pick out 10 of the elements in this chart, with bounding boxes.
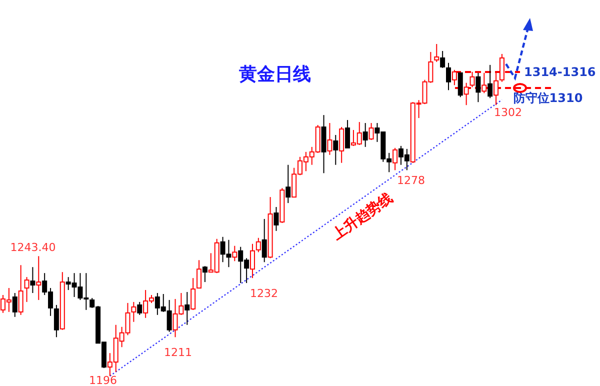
annotation: 1278: [397, 174, 425, 187]
annotation: 1302: [494, 106, 522, 119]
annotation: 1243.40: [10, 241, 56, 254]
text: 黄金日线: [238, 64, 311, 85]
annotation: 1196: [89, 374, 117, 386]
annotation: 上升趋势线: [328, 189, 396, 244]
annotation: 1232: [250, 287, 278, 300]
text: 防守位1310: [513, 91, 583, 105]
text: 1314-1316: [524, 65, 596, 79]
annotation: 1211: [164, 346, 192, 359]
